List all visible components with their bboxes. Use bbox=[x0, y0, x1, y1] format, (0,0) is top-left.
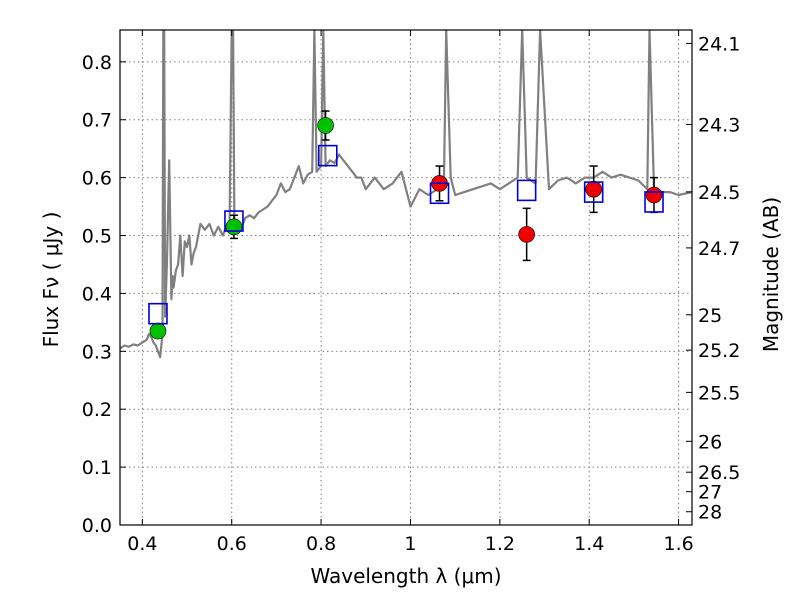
right-tick-label: 24.5 bbox=[698, 182, 740, 204]
right-tick-label: 28 bbox=[698, 502, 722, 524]
x-tick-label: 0.6 bbox=[217, 533, 247, 555]
right-axis-label: Magnitude (AB) bbox=[759, 197, 783, 352]
right-tick-label: 27 bbox=[698, 482, 722, 504]
x-tick-label: 1.2 bbox=[485, 533, 515, 555]
x-tick-label: 1.4 bbox=[574, 533, 604, 555]
green-data-point bbox=[317, 117, 334, 134]
x-tick-label: 0.4 bbox=[127, 533, 157, 555]
y-tick-label: 0.6 bbox=[82, 168, 112, 190]
y-tick-label: 0.4 bbox=[82, 283, 112, 305]
model-point bbox=[148, 302, 168, 325]
right-tick-label: 25.2 bbox=[698, 340, 740, 362]
x-tick-label: 1.6 bbox=[663, 533, 693, 555]
red-data-point bbox=[518, 226, 535, 243]
y-axis-label: Flux Fν ( μJy ) bbox=[39, 212, 63, 348]
axis-ticks bbox=[120, 30, 692, 526]
right-tick-label: 26.5 bbox=[698, 462, 740, 484]
tick-labels: 0.4 0.6 0.8 1 1.2 1.4 1.6 0.0 0.1 0.2 0.3 0.4 0.5 0.6… bbox=[82, 33, 741, 555]
data-markers bbox=[148, 117, 664, 340]
y-tick-label: 0.2 bbox=[82, 399, 112, 421]
red-data-point bbox=[645, 186, 663, 204]
right-tick-label: 24.7 bbox=[698, 238, 740, 260]
y-tick-label: 0.8 bbox=[82, 52, 112, 74]
y-tick-label: 0.1 bbox=[82, 457, 112, 479]
model-point bbox=[583, 181, 604, 203]
y-tick-label: 0.5 bbox=[82, 226, 112, 248]
spectrum-line bbox=[120, 30, 692, 359]
plot-frame bbox=[119, 29, 693, 526]
red-data-point bbox=[585, 180, 602, 198]
model-point bbox=[644, 191, 664, 213]
model-point bbox=[317, 144, 338, 167]
green-data-point bbox=[149, 322, 167, 340]
green-data-point bbox=[225, 218, 243, 236]
x-axis-label: Wavelength λ (μm) bbox=[310, 564, 501, 588]
right-tick-label: 25.5 bbox=[698, 382, 740, 404]
spectrum-layer bbox=[120, 30, 692, 359]
y-tick-label: 0.3 bbox=[82, 341, 112, 363]
model-point bbox=[516, 179, 537, 202]
x-tick-label: 1 bbox=[404, 533, 416, 555]
x-tick-label: 0.8 bbox=[306, 533, 336, 555]
grid-lines bbox=[120, 30, 692, 526]
model-point bbox=[429, 182, 450, 205]
y-tick-label: 0.7 bbox=[82, 110, 112, 132]
right-tick-label: 24.3 bbox=[698, 114, 740, 136]
y-tick-label: 0.0 bbox=[82, 515, 112, 537]
right-tick-label: 25 bbox=[698, 305, 722, 327]
right-tick-label: 26 bbox=[698, 431, 722, 453]
model-point bbox=[224, 210, 244, 232]
right-tick-label: 24.1 bbox=[698, 33, 740, 55]
